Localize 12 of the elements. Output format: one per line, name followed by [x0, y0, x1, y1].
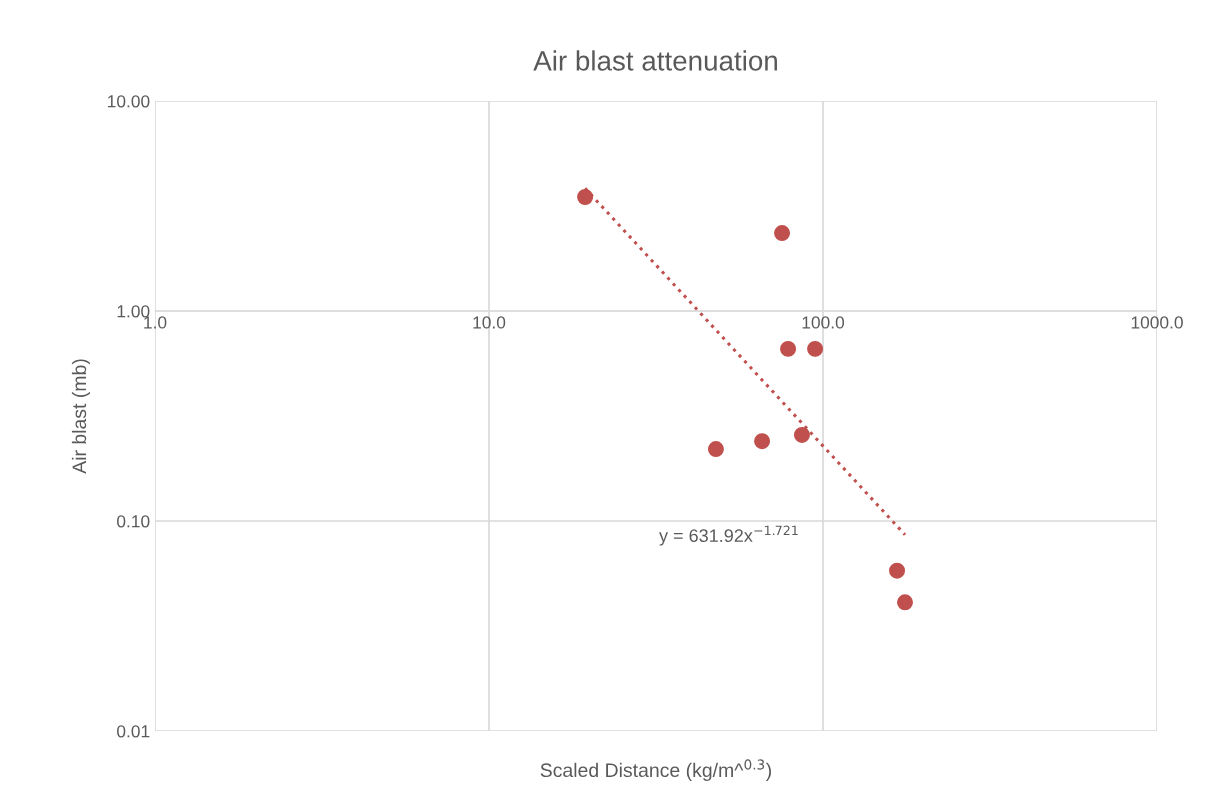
- y-tick-label: 0.01: [117, 725, 150, 738]
- x-tick-label: 1000.0: [1131, 316, 1183, 329]
- x-tick-label: 100.0: [802, 316, 845, 329]
- y-axis-title: Air blast (mb): [71, 359, 91, 474]
- annotation: y = 631.92x$^{−1.721}$: [659, 525, 798, 546]
- y-tick-label: 1.00: [117, 305, 150, 318]
- x-tick-label: 10.0: [473, 316, 506, 329]
- x-axis-title: Scaled Distance (kg/m^$^{0.3}$): [540, 759, 771, 781]
- y-tick-label: 0.10: [117, 515, 150, 528]
- x-tick-label: 1.0: [144, 316, 167, 329]
- y-tick-label: 10.00: [108, 95, 150, 108]
- chart-title: Air blast attenuation: [533, 50, 777, 71]
